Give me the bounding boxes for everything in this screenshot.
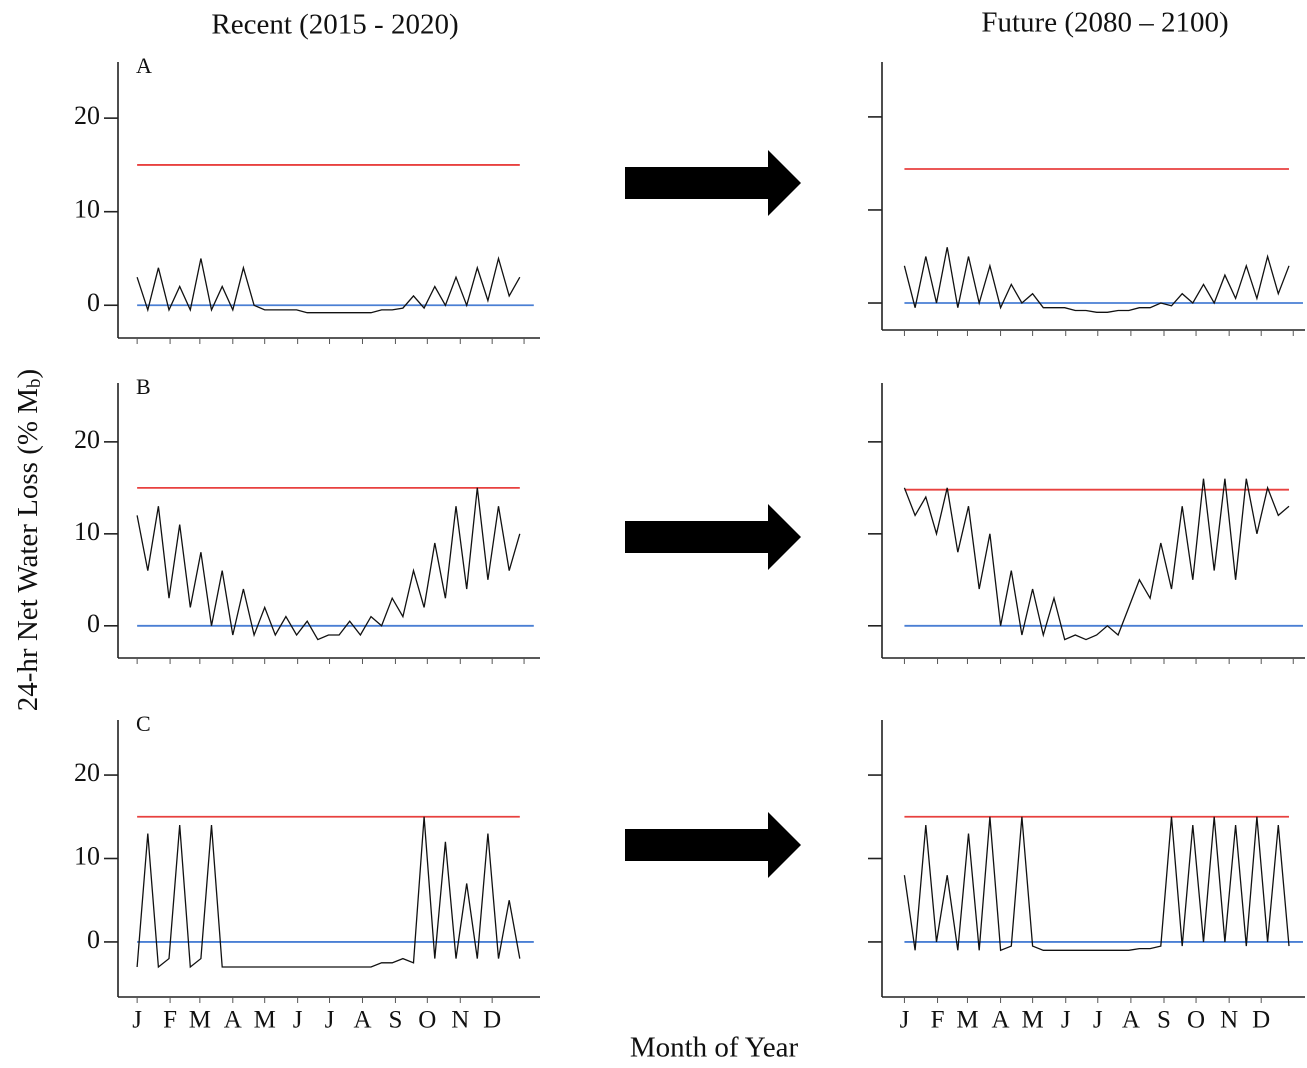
arrow	[625, 150, 801, 216]
y-tick-label: 20	[74, 758, 100, 787]
panel-label: C	[136, 711, 151, 736]
x-tick-label: O	[1187, 1007, 1205, 1034]
arrow	[625, 812, 801, 878]
y-tick-label: 0	[87, 609, 100, 638]
panel-label: B	[136, 374, 151, 399]
y-tick-label: 0	[87, 288, 100, 317]
y-tick-label: 10	[74, 517, 100, 546]
y-label-text: )	[12, 369, 44, 379]
y-tick-label: 10	[74, 195, 100, 224]
x-tick-label: A	[224, 1007, 242, 1034]
x-tick-label: A	[992, 1007, 1010, 1034]
y-tick-label: 20	[74, 425, 100, 454]
x-tick-label: J	[1093, 1007, 1103, 1034]
x-tick-label: N	[1220, 1007, 1238, 1034]
data-line	[903, 247, 1290, 313]
y-tick-label: 20	[74, 101, 100, 130]
data-line	[903, 478, 1290, 641]
data-line	[903, 816, 1290, 952]
x-tick-label: M	[956, 1007, 978, 1034]
x-tick-label: J	[900, 1007, 910, 1034]
left-title: Recent (2015 - 2020)	[211, 9, 458, 41]
x-axis-title: Month of Year	[630, 1032, 799, 1064]
data-line	[136, 816, 521, 969]
y-tick-label: 0	[87, 925, 100, 954]
x-tick-label: J	[132, 1007, 142, 1034]
data-line	[136, 487, 521, 641]
x-tick-label: D	[1252, 1007, 1270, 1034]
x-tick-label: M	[189, 1007, 211, 1034]
x-tick-label: J	[1061, 1007, 1071, 1034]
x-tick-label: O	[418, 1007, 436, 1034]
x-tick-label: M	[254, 1007, 276, 1034]
x-tick-label: J	[325, 1007, 335, 1034]
y-label-text: 24-hr Net Water Loss (% M	[12, 388, 44, 711]
x-tick-label: M	[1021, 1007, 1043, 1034]
y-label-subscript: b	[24, 378, 45, 388]
y-axis-title: 24-hr Net Water Loss (% Mb)	[12, 369, 46, 711]
x-tick-label: A	[353, 1007, 371, 1034]
panel-label: A	[136, 53, 152, 78]
x-tick-label: S	[388, 1007, 402, 1034]
arrow	[625, 504, 801, 570]
x-tick-label: F	[163, 1007, 177, 1034]
x-tick-label: D	[483, 1007, 501, 1034]
x-tick-label: S	[1157, 1007, 1171, 1034]
x-tick-label: J	[293, 1007, 303, 1034]
data-line	[136, 255, 521, 314]
y-tick-label: 10	[74, 841, 100, 870]
x-tick-label: F	[931, 1007, 945, 1034]
x-tick-label: N	[451, 1007, 469, 1034]
x-tick-label: A	[1122, 1007, 1140, 1034]
right-title: Future (2080 – 2100)	[981, 7, 1228, 39]
